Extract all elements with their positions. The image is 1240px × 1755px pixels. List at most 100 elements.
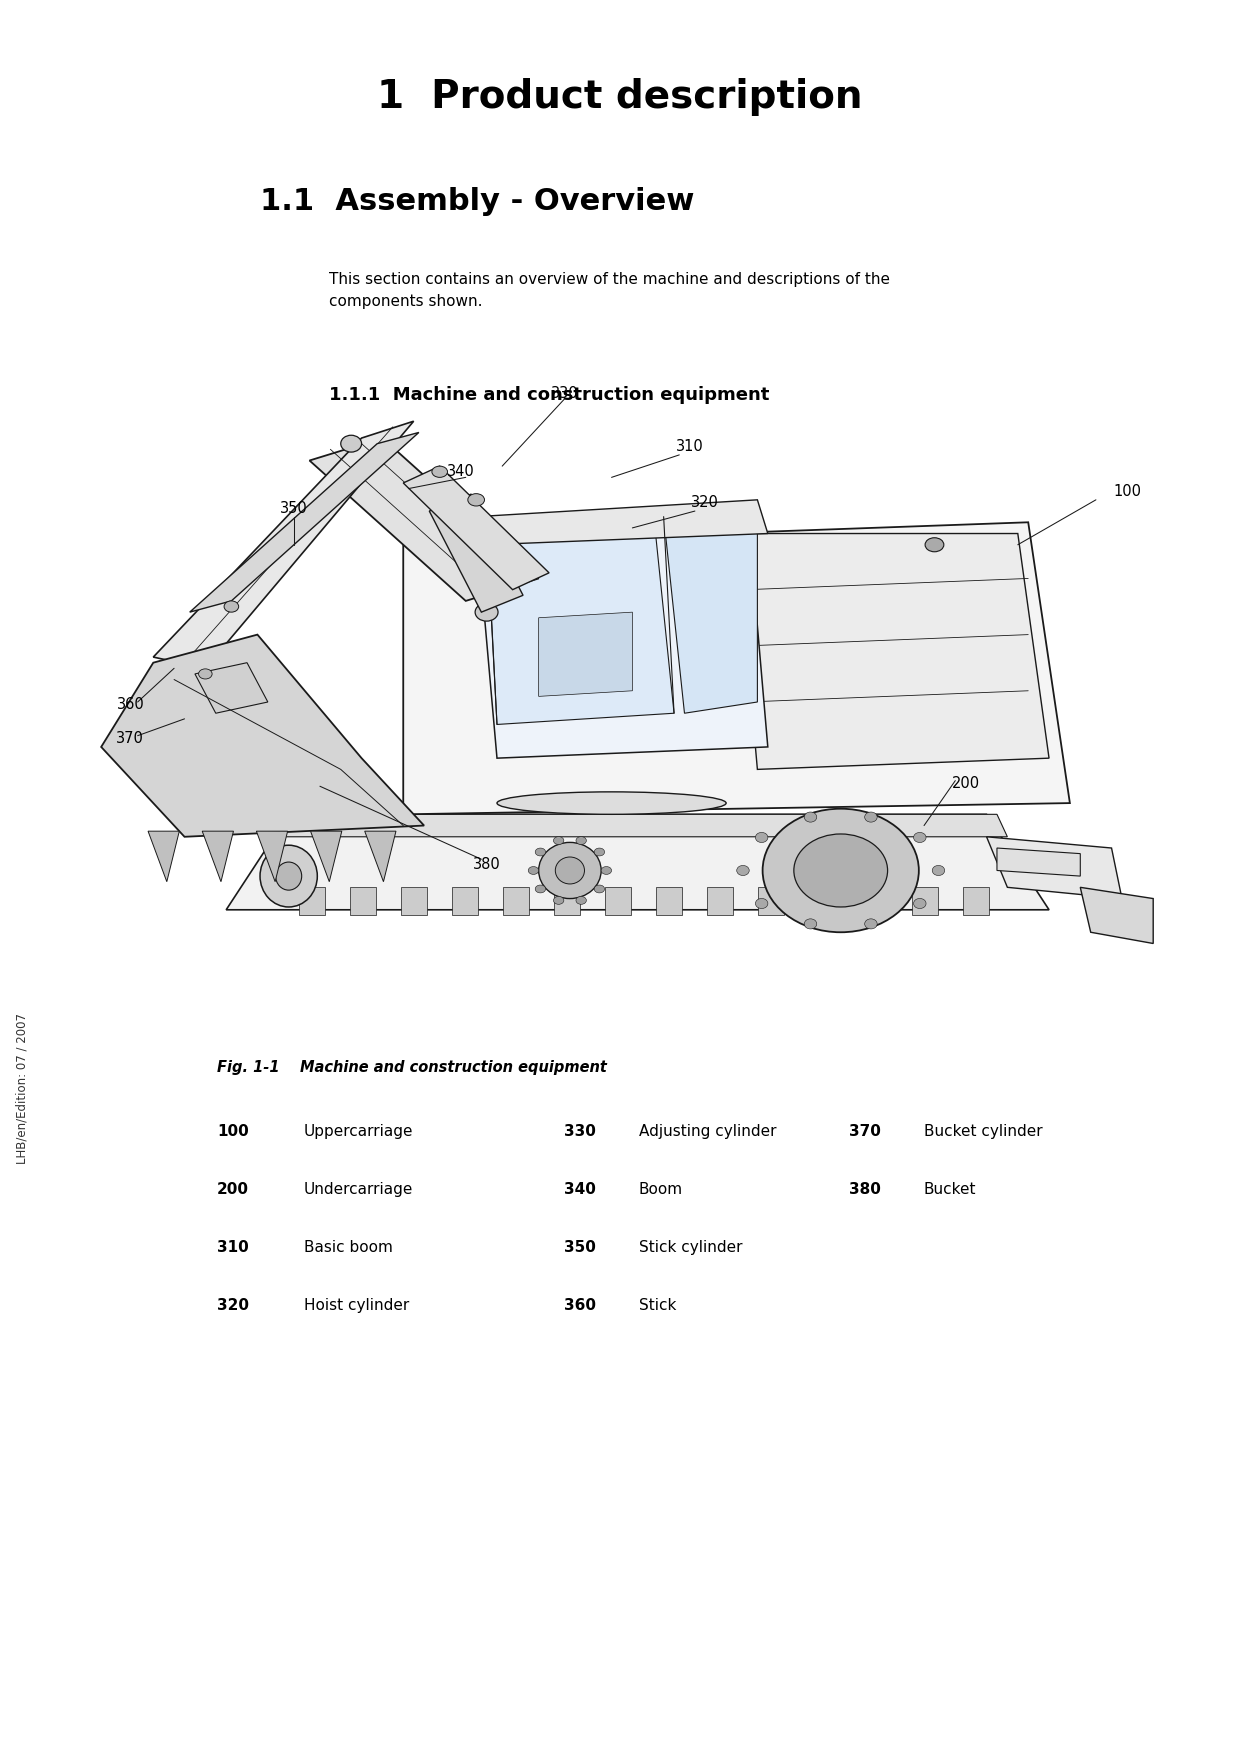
Polygon shape (810, 888, 836, 916)
Ellipse shape (594, 848, 605, 856)
Text: 360: 360 (117, 697, 144, 713)
Text: 370: 370 (849, 1125, 882, 1139)
Ellipse shape (575, 837, 587, 844)
Polygon shape (503, 888, 529, 916)
Text: 1  Product description: 1 Product description (377, 77, 863, 116)
Text: Bucket: Bucket (924, 1183, 976, 1197)
Text: 370: 370 (117, 732, 144, 746)
Text: 330: 330 (564, 1125, 596, 1139)
Text: Bucket cylinder: Bucket cylinder (924, 1125, 1043, 1139)
Polygon shape (605, 888, 631, 916)
Ellipse shape (536, 848, 546, 856)
Text: 320: 320 (217, 1299, 249, 1313)
Polygon shape (154, 421, 414, 669)
Ellipse shape (914, 899, 926, 909)
Polygon shape (476, 505, 768, 758)
Polygon shape (268, 814, 1007, 837)
Ellipse shape (864, 920, 877, 928)
Text: 310: 310 (676, 439, 703, 455)
Polygon shape (429, 495, 523, 612)
Text: Basic boom: Basic boom (304, 1241, 393, 1255)
Text: Undercarriage: Undercarriage (304, 1183, 413, 1197)
Polygon shape (190, 432, 419, 612)
Polygon shape (554, 888, 580, 916)
Ellipse shape (737, 865, 749, 876)
Text: Fig. 1-1    Machine and construction equipment: Fig. 1-1 Machine and construction equipm… (217, 1060, 606, 1076)
Polygon shape (257, 832, 288, 881)
Polygon shape (310, 832, 342, 881)
Ellipse shape (224, 600, 238, 612)
Text: Stick cylinder: Stick cylinder (639, 1241, 742, 1255)
Ellipse shape (536, 885, 546, 893)
Polygon shape (453, 888, 479, 916)
Polygon shape (911, 888, 937, 916)
Polygon shape (202, 832, 233, 881)
Text: 200: 200 (217, 1183, 249, 1197)
Text: 310: 310 (217, 1241, 249, 1255)
Ellipse shape (914, 832, 926, 842)
Polygon shape (226, 814, 1049, 909)
Ellipse shape (198, 669, 212, 679)
Polygon shape (350, 888, 376, 916)
Text: 360: 360 (564, 1299, 596, 1313)
Text: 200: 200 (951, 776, 980, 792)
Ellipse shape (755, 832, 768, 842)
Ellipse shape (275, 862, 301, 890)
Polygon shape (737, 534, 1049, 769)
Text: 340: 340 (446, 465, 475, 479)
Text: 1.1  Assembly - Overview: 1.1 Assembly - Overview (260, 188, 694, 216)
Ellipse shape (538, 842, 601, 899)
Polygon shape (759, 888, 785, 916)
Polygon shape (310, 439, 538, 600)
Ellipse shape (755, 899, 768, 909)
Text: Adjusting cylinder: Adjusting cylinder (639, 1125, 776, 1139)
Text: 340: 340 (564, 1183, 596, 1197)
Polygon shape (486, 511, 675, 725)
Text: 380: 380 (849, 1183, 882, 1197)
Polygon shape (299, 888, 325, 916)
Ellipse shape (260, 846, 317, 907)
Polygon shape (861, 888, 887, 916)
Ellipse shape (932, 865, 945, 876)
Text: This section contains an overview of the machine and descriptions of the
compone: This section contains an overview of the… (329, 272, 889, 309)
Ellipse shape (805, 920, 817, 928)
Polygon shape (365, 832, 396, 881)
Polygon shape (538, 612, 632, 697)
Polygon shape (402, 888, 428, 916)
Ellipse shape (553, 837, 564, 844)
Polygon shape (102, 635, 424, 837)
Polygon shape (476, 500, 768, 544)
Polygon shape (707, 888, 733, 916)
Ellipse shape (196, 662, 215, 676)
Ellipse shape (925, 537, 944, 551)
Ellipse shape (467, 493, 485, 505)
Ellipse shape (601, 867, 611, 874)
Ellipse shape (553, 897, 564, 904)
Polygon shape (190, 656, 263, 735)
Text: LHB/en/Edition: 07 / 2007: LHB/en/Edition: 07 / 2007 (16, 1013, 29, 1164)
Text: 380: 380 (472, 858, 501, 872)
Polygon shape (962, 888, 988, 916)
Text: Stick: Stick (639, 1299, 676, 1313)
Text: Boom: Boom (639, 1183, 683, 1197)
Polygon shape (663, 511, 758, 713)
Text: 350: 350 (564, 1241, 596, 1255)
Polygon shape (195, 663, 268, 713)
Ellipse shape (341, 435, 362, 453)
Ellipse shape (864, 813, 877, 821)
Polygon shape (656, 888, 682, 916)
Text: 100: 100 (1114, 484, 1141, 498)
Ellipse shape (556, 856, 584, 885)
Text: Hoist cylinder: Hoist cylinder (304, 1299, 409, 1313)
Ellipse shape (575, 897, 587, 904)
Polygon shape (148, 832, 180, 881)
Text: 1.1.1  Machine and construction equipment: 1.1.1 Machine and construction equipment (329, 386, 769, 404)
Text: Uppercarriage: Uppercarriage (304, 1125, 413, 1139)
Ellipse shape (805, 813, 817, 821)
Ellipse shape (432, 467, 448, 477)
Ellipse shape (594, 885, 605, 893)
Text: 320: 320 (692, 495, 719, 511)
Ellipse shape (475, 604, 498, 621)
Ellipse shape (497, 792, 727, 814)
Ellipse shape (528, 867, 538, 874)
